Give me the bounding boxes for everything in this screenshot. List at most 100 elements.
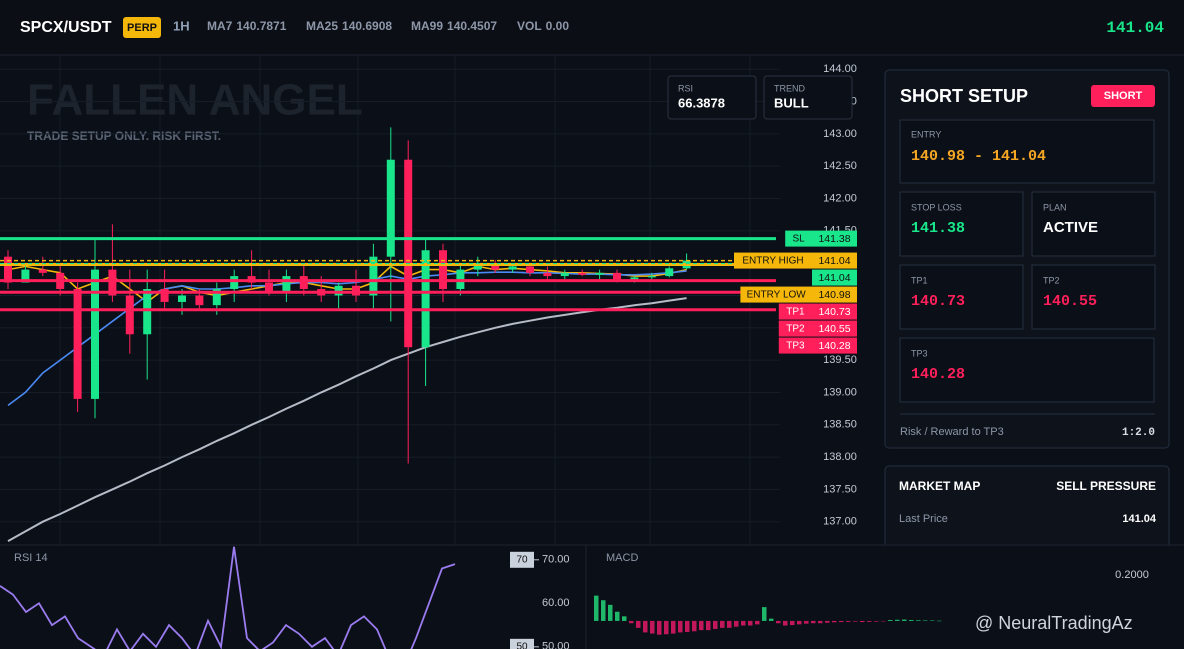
card-value: 140.73 [911,293,965,310]
card [899,337,1155,403]
histogram-bar [657,620,662,635]
histogram-bar [804,620,809,624]
panel-title: SHORT SETUP [900,86,1028,106]
macd-plot [594,595,942,635]
level-box [510,638,534,649]
level-value: 141.04 [818,255,850,267]
histogram-bar [832,620,837,623]
candle-body [560,272,569,277]
macd-title: MACD [606,552,638,564]
candle-body [578,272,587,275]
histogram-bar [937,620,942,622]
level-name: TP3 [786,341,805,352]
macd-axis: 0.2000 [1115,569,1149,581]
histogram-bar [692,620,697,632]
candle-body [647,276,656,278]
candle-body [352,285,360,296]
y-tick-label: 138.00 [823,451,857,463]
ma-line [7,270,687,407]
candle-body [613,272,621,280]
watermark-title: FALLEN ANGEL [27,76,363,125]
y-tick-label: 143.00 [823,128,857,140]
histogram-bar [608,604,613,621]
histogram-bar [678,620,683,633]
y-tick-label: 142.00 [823,192,857,204]
candle-body [282,276,291,293]
histogram-bar [643,620,648,633]
level-name: ENTRY LOW [747,290,807,301]
histogram-bar [811,620,816,624]
histogram-bar [930,620,935,621]
level-value: 141.04 [818,272,850,284]
market-title: MARKET MAP [899,479,980,493]
indicator: MA99 140.4507 [411,19,497,33]
histogram-bar [629,620,634,624]
main-axis: 137.00 137.50 138.00 138.50 139.00 139.50 140.… [734,63,857,528]
short-badge: SHORT [1104,90,1143,102]
y-tick-label: 0.2000 [1115,569,1149,581]
histogram-bar [741,620,746,626]
histogram-bar [790,620,795,626]
histogram-bar [720,620,725,628]
histogram-bar [818,620,823,624]
candle-body [508,266,517,270]
y-tick-label: 139.00 [823,386,857,398]
histogram-bar [685,620,690,632]
card [899,119,1155,184]
interval[interactable]: 1H [173,18,190,33]
indicator: VOL 0.00 [517,19,569,33]
histogram-bar [615,611,620,621]
card-value: 141.38 [911,220,965,237]
info-value: BULL [774,95,809,110]
candle-body [91,269,99,399]
level-box [510,551,534,568]
candle-body [386,159,395,257]
level-value: 140.73 [818,306,850,318]
info-box [667,75,757,120]
level-name: TP2 [786,324,805,335]
histogram-bar [853,620,858,622]
card-label: STOP LOSS [911,202,962,212]
candle-body [38,269,47,273]
histogram-bar [867,620,872,622]
header-bar [0,0,1184,55]
card-label: TP1 [911,275,928,285]
histogram-bar [601,600,606,621]
level-name-box [778,303,812,320]
ma-line [7,297,687,542]
y-tick-label: 50.00 [542,641,570,649]
info-label: RSI [678,83,693,93]
level-name: TP1 [786,307,805,318]
level-name-box [785,230,812,247]
indicator: MA7 140.7871 [207,19,287,33]
candle-body [195,295,204,306]
badge-bg [123,17,161,38]
candle-body [665,268,674,277]
level-value-box [812,252,857,269]
card-label: PLAN [1043,202,1067,212]
rsi-line [0,546,456,649]
histogram-bar [727,620,732,628]
indicator: MA25 140.6908 [306,19,392,33]
histogram-bar [874,620,879,622]
indicator-label: MA7 [207,19,233,33]
main-plot [0,68,780,542]
candle-body [526,266,534,273]
info-label: TREND [774,83,805,93]
y-tick-label: 137.00 [823,516,857,528]
market-row-value: 141.04 [1122,513,1157,525]
histogram-bar [923,620,928,621]
histogram-bar [846,620,851,622]
histogram-bar [769,618,774,621]
card-label: TP2 [1043,275,1060,285]
candle-body [108,269,117,296]
level-value-box [812,303,857,320]
level-name-box [778,337,812,354]
histogram-bar [762,607,767,621]
candle-body [421,250,430,348]
badge: PERP [127,22,157,34]
level-value-box [812,337,857,354]
card [899,191,1024,257]
y-tick-label: 137.50 [823,483,857,495]
